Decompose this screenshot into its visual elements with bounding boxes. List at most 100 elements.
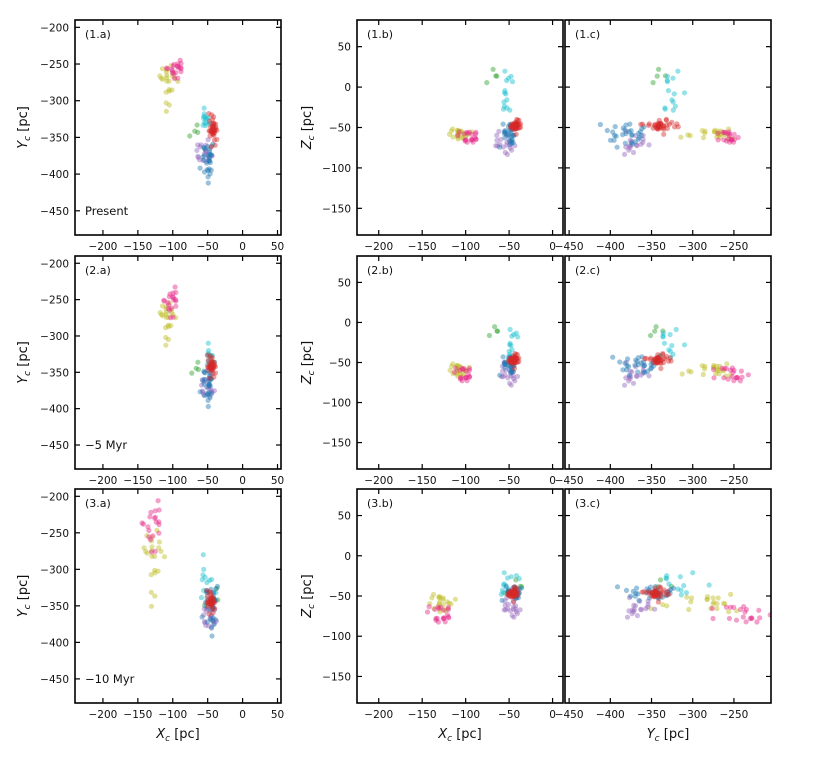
red-group-point xyxy=(214,127,220,133)
olive-group-point xyxy=(163,304,169,310)
x-tick-label: −100 xyxy=(158,475,187,487)
cyan-group-point xyxy=(211,589,217,596)
purple-group-point xyxy=(626,378,632,384)
blue-group-point xyxy=(626,372,633,378)
green-group-point xyxy=(187,133,193,139)
olive-group-point xyxy=(726,609,732,615)
red-group-point xyxy=(657,585,663,591)
red-group-point xyxy=(513,124,519,130)
blue-group-point xyxy=(201,153,208,159)
olive-group-point xyxy=(141,545,147,551)
blue-group-point xyxy=(208,152,215,158)
red-group-point xyxy=(204,352,210,358)
y-axis-label: Yc [pc] xyxy=(16,341,33,384)
red-group-point xyxy=(655,124,661,130)
magenta-group-point xyxy=(459,365,465,371)
magenta-group-point xyxy=(445,606,451,613)
blue-group-point xyxy=(509,369,515,375)
green-group-point xyxy=(493,73,499,79)
cyan-group-point xyxy=(508,343,514,349)
blue-group-point xyxy=(510,363,517,369)
red-group-point xyxy=(211,359,217,365)
cyan-group-point xyxy=(513,573,520,579)
cyan-group-point xyxy=(200,572,206,578)
red-group-point xyxy=(509,587,516,593)
x-tick-label: −450 xyxy=(555,709,584,721)
magenta-group-point xyxy=(738,606,744,613)
red-group-point xyxy=(656,121,662,127)
olive-group-point xyxy=(448,128,454,134)
red-group-point xyxy=(513,589,519,595)
red-group-point xyxy=(210,601,216,607)
red-group-point xyxy=(213,124,219,130)
magenta-group-point xyxy=(715,130,721,136)
blue-group-point xyxy=(513,594,519,600)
panel-frame xyxy=(356,488,564,704)
red-group-point xyxy=(209,600,215,606)
red-group-point xyxy=(209,359,215,365)
purple-group-point xyxy=(203,148,209,155)
olive-group-point xyxy=(716,371,722,377)
blue-group-point xyxy=(506,359,513,365)
red-group-point xyxy=(659,589,666,595)
blue-group-point xyxy=(202,599,208,606)
blue-group-point xyxy=(201,145,207,151)
purple-group-point xyxy=(627,376,633,382)
red-group-point xyxy=(511,354,517,361)
blue-group-point xyxy=(508,139,514,145)
red-group-point xyxy=(212,364,218,370)
red-group-point xyxy=(654,357,660,363)
red-group-point xyxy=(211,363,217,369)
olive-group-point xyxy=(457,364,463,370)
green-group-point xyxy=(668,583,675,590)
purple-group-point xyxy=(195,154,201,160)
cyan-group-point xyxy=(504,97,510,103)
red-group-point xyxy=(211,128,217,134)
magenta-group-point xyxy=(433,617,439,623)
olive-group-point xyxy=(688,599,694,605)
red-group-point xyxy=(655,126,661,132)
red-group-point xyxy=(647,356,653,363)
red-group-point xyxy=(208,365,214,371)
green-group-point xyxy=(660,328,666,334)
red-group-point xyxy=(512,123,518,129)
blue-group-point xyxy=(507,354,513,360)
olive-group-point xyxy=(687,133,693,139)
purple-group-point xyxy=(202,619,208,625)
magenta-group-point xyxy=(739,374,745,380)
olive-group-point xyxy=(155,568,161,574)
red-group-point xyxy=(212,142,218,148)
magenta-group-point xyxy=(445,604,451,611)
red-group-point xyxy=(658,357,664,363)
olive-group-point xyxy=(723,373,729,379)
purple-group-point xyxy=(208,612,214,619)
purple-group-point xyxy=(208,387,214,393)
cyan-group-point xyxy=(508,574,514,580)
red-group-point xyxy=(508,121,514,127)
blue-group-point xyxy=(643,590,649,596)
magenta-group-point xyxy=(464,378,470,384)
blue-group-point xyxy=(209,367,215,373)
olive-group-point xyxy=(716,367,722,373)
red-group-point xyxy=(209,359,215,365)
magenta-group-point xyxy=(435,619,441,625)
olive-group-point xyxy=(459,372,465,378)
purple-group-point xyxy=(638,141,644,147)
panel-present-yz: −450 −400 −350 −300 −250 (1.c) xyxy=(555,19,772,253)
cyan-group-point xyxy=(201,113,207,119)
cyan-group-point xyxy=(513,330,519,336)
y-tick-label: −150 xyxy=(322,203,351,215)
red-group-point xyxy=(205,603,211,609)
magenta-group-point xyxy=(174,63,180,69)
olive-group-point xyxy=(712,127,718,133)
blue-group-point xyxy=(607,137,614,143)
purple-group-point xyxy=(632,603,639,609)
cyan-group-point xyxy=(505,75,512,81)
magenta-group-point xyxy=(453,365,459,371)
blue-group-point xyxy=(637,129,644,135)
olive-group-point xyxy=(163,108,169,114)
red-group-point xyxy=(666,591,672,598)
red-group-point xyxy=(207,363,214,369)
blue-group-point xyxy=(208,625,215,631)
blue-group-point xyxy=(506,363,512,369)
